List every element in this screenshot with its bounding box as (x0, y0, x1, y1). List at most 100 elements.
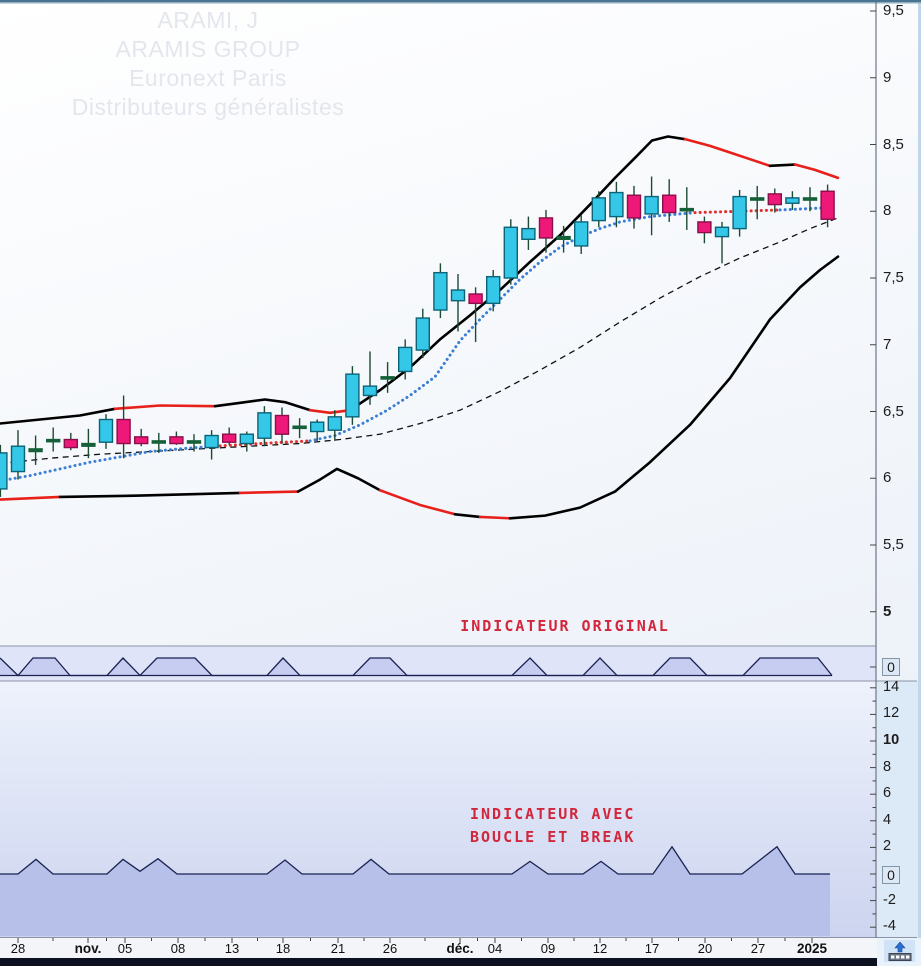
candle-body (785, 197, 800, 204)
watermark-company: ARAMIS GROUP (115, 36, 301, 62)
candle-body (63, 438, 79, 449)
indicator2-axis-label: 14 (883, 678, 900, 695)
candle-body (644, 195, 659, 215)
indicator1-wave-fill (0, 658, 832, 676)
candle (239, 431, 255, 452)
indicator1-zero-label: 0 (882, 658, 900, 676)
lower-band-segment (238, 490, 300, 495)
candle (503, 219, 518, 285)
indicator2-title-line2: BOUCLE ET BREAK (470, 828, 636, 846)
watermark-ticker: ARAMI, J (157, 7, 259, 33)
price-axis-label: 8 (883, 202, 892, 220)
candle (433, 263, 448, 319)
watermark: ARAMI, J ARAMIS GROUP Euronext Paris Dis… (18, 6, 398, 122)
top-edge-light (0, 2, 921, 4)
axis-ticks (17, 10, 876, 943)
candle-body (204, 434, 219, 449)
candle-body (310, 421, 325, 433)
candle (257, 406, 272, 447)
x-axis-label: 12 (592, 941, 608, 956)
candle-body (714, 226, 730, 238)
candle-body (186, 440, 202, 444)
candle-body (468, 293, 483, 305)
candle (398, 339, 413, 380)
indicator2-zero-label: 0 (882, 866, 900, 884)
candle-body (450, 289, 466, 302)
indicator2-axis-label: -4 (883, 918, 896, 935)
candle-body (802, 197, 818, 201)
x-axis-label: 05 (117, 941, 133, 956)
candle (486, 269, 501, 312)
indicator1-wave-line (0, 657, 833, 677)
candle (98, 414, 114, 449)
x-axis-label: déc. (446, 941, 474, 956)
x-axis-label: 2025 (796, 941, 828, 956)
upper-band-segment (348, 135, 687, 412)
candle (521, 216, 536, 250)
x-axis-label: 21 (330, 941, 346, 956)
candle-body (433, 271, 448, 311)
candle (133, 428, 149, 447)
x-axis-label: 18 (275, 941, 291, 956)
candle (662, 179, 677, 222)
price-axis-label: 8,5 (883, 135, 904, 153)
candle (46, 427, 61, 452)
lower-band-segment (453, 512, 482, 519)
candle (538, 209, 554, 253)
candle (679, 187, 694, 230)
candle-body (274, 414, 290, 435)
candle-body (46, 438, 61, 443)
candle-body (662, 194, 677, 214)
price-axis-label: 5,5 (883, 536, 904, 553)
x-axis-label: 17 (644, 941, 660, 956)
x-axis-label: 27 (750, 941, 766, 956)
x-axis-label: 04 (487, 941, 503, 956)
dotted-ma-segment (0, 444, 217, 483)
upper-band-segment (768, 163, 797, 168)
candle-body (679, 207, 694, 212)
indicator2-wave-line (0, 845, 830, 875)
candle-body (732, 195, 747, 230)
candle (750, 185, 765, 220)
candle-body (292, 425, 307, 430)
candle (767, 188, 782, 213)
x-axis-label: 20 (697, 941, 713, 956)
candle (362, 351, 378, 405)
candle (626, 185, 642, 229)
x-axis-label: nov. (74, 941, 102, 956)
candle (63, 432, 79, 451)
candle-body (116, 418, 131, 445)
indicator2-axis-label: 6 (883, 785, 892, 802)
watermark-sector: Distributeurs généralistes (71, 94, 345, 120)
candle (732, 189, 747, 237)
candle-body (10, 445, 26, 473)
candle-body (609, 191, 624, 218)
middle-band-dashed (0, 217, 839, 465)
candle-body (221, 433, 237, 443)
candle (802, 187, 818, 212)
candle (556, 225, 571, 253)
candle-body (486, 275, 501, 305)
candle (10, 430, 26, 480)
candle-body (98, 418, 114, 443)
candle (468, 287, 483, 343)
candle (415, 308, 430, 359)
candle-body (538, 217, 554, 239)
lower-band-segment (508, 255, 840, 520)
x-axis-label: 09 (540, 941, 556, 956)
candle (697, 216, 712, 244)
candle (151, 432, 167, 453)
candle (785, 191, 800, 210)
candle-body (591, 197, 606, 222)
price-axis-label: 9 (883, 68, 892, 86)
top-edge-dark (0, 0, 921, 2)
taskbar-icon[interactable] (884, 940, 915, 962)
candle (327, 410, 342, 441)
price-axis-label: 7 (883, 335, 892, 353)
price-axis-label: 7,5 (883, 269, 904, 286)
candle (28, 435, 43, 465)
candle (345, 366, 360, 425)
candle (292, 418, 307, 439)
candle (591, 191, 606, 228)
